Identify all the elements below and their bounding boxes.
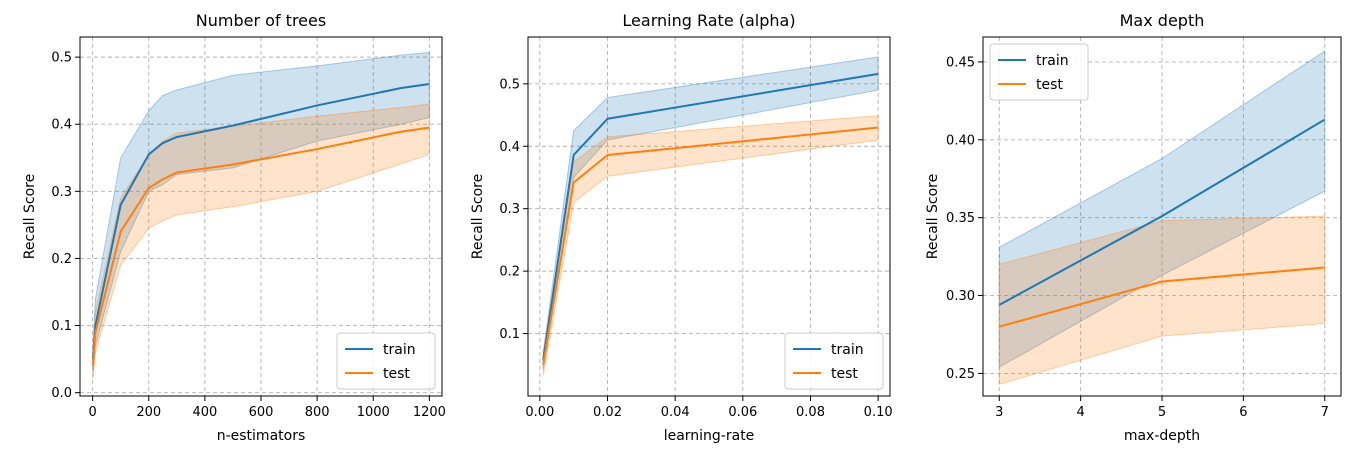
y-tick-label: 0.2 bbox=[51, 252, 72, 267]
y-tick-label: 0.45 bbox=[946, 55, 975, 70]
band-train bbox=[92, 51, 430, 373]
x-tick-label: 0.06 bbox=[728, 405, 757, 420]
y-tick-label: 0.1 bbox=[499, 327, 520, 342]
x-tick-label: 400 bbox=[192, 405, 217, 420]
legend-box bbox=[336, 332, 436, 390]
y-tick-label: 0.40 bbox=[946, 133, 975, 148]
y-tick-label: 0.25 bbox=[946, 367, 975, 382]
x-axis-label: learning-rate bbox=[664, 428, 755, 444]
axes-frame bbox=[527, 36, 891, 397]
band-test bbox=[542, 115, 879, 376]
chart-panel-3: 3 4 5 6 7 0.25 0.30 0.35 0.40 0.45 Max depth max-de… bbox=[925, 11, 1342, 444]
x-tick-label: 0.04 bbox=[661, 405, 690, 420]
band-train bbox=[542, 56, 879, 370]
y-tick-label: 0.30 bbox=[946, 289, 975, 304]
series-line-train bbox=[542, 72, 879, 361]
x-tick-label: 0.00 bbox=[525, 405, 554, 420]
series-line-test bbox=[91, 126, 430, 366]
series-line-test bbox=[999, 266, 1325, 328]
x-tick-label: 4 bbox=[1076, 405, 1084, 420]
plot-area bbox=[91, 51, 430, 380]
y-tick-label: 0.3 bbox=[499, 202, 520, 217]
y-axis: 0.1 0.2 0.3 0.4 0.5 bbox=[499, 77, 528, 342]
x-tick-label: 1200 bbox=[413, 405, 446, 420]
legend: train test bbox=[989, 43, 1089, 101]
y-axis-label: Recall Score bbox=[470, 174, 486, 259]
legend-label-train: train bbox=[831, 342, 864, 358]
chart-panel-1: 0 200 400 600 800 1000 1200 0.0 0.1 0.2 0.3 0.4 0.5 N… bbox=[22, 11, 446, 444]
x-axis-label: max-depth bbox=[1124, 428, 1200, 444]
y-tick-label: 0.2 bbox=[499, 265, 520, 280]
y-axis-label: Recall Score bbox=[925, 174, 941, 259]
x-tick-label: 0 bbox=[88, 405, 96, 420]
x-tick-label: 0.08 bbox=[796, 405, 825, 420]
y-tick-label: 0.35 bbox=[946, 211, 975, 226]
x-tick-label: 3 bbox=[995, 405, 1003, 420]
chart-title: Max depth bbox=[1120, 11, 1205, 30]
y-tick-label: 0.4 bbox=[51, 118, 72, 133]
x-tick-label: 200 bbox=[136, 405, 161, 420]
x-axis: 0 200 400 600 800 1000 1200 bbox=[88, 396, 446, 420]
legend: train test bbox=[336, 332, 436, 390]
legend-box bbox=[784, 332, 884, 390]
x-axis-label: n-estimators bbox=[217, 428, 306, 444]
legend-label-test: test bbox=[1036, 77, 1063, 93]
legend: train test bbox=[784, 332, 884, 390]
y-tick-label: 0.4 bbox=[499, 140, 520, 155]
chart-title: Number of trees bbox=[196, 11, 326, 30]
series-line-train bbox=[91, 82, 430, 360]
y-tick-label: 0.5 bbox=[51, 51, 72, 66]
y-axis: 0.25 0.30 0.35 0.40 0.45 bbox=[946, 55, 983, 382]
x-tick-label: 6 bbox=[1239, 405, 1247, 420]
y-tick-label: 0.0 bbox=[51, 386, 72, 401]
band-train bbox=[998, 50, 1326, 369]
legend-label-train: train bbox=[383, 342, 416, 358]
series-line-train bbox=[998, 118, 1326, 306]
legend-label-train: train bbox=[1036, 53, 1069, 69]
grid bbox=[80, 37, 442, 396]
x-axis: 3 4 5 6 7 bbox=[995, 396, 1329, 420]
legend-label-test: test bbox=[831, 366, 858, 382]
chart-title: Learning Rate (alpha) bbox=[622, 11, 795, 30]
x-tick-label: 1000 bbox=[357, 405, 390, 420]
x-tick-label: 7 bbox=[1321, 405, 1329, 420]
chart-panel-2: 0.00 0.02 0.04 0.06 0.08 0.10 0.1 0.2 0.3 0.4 0.5 L… bbox=[470, 11, 893, 444]
band-test bbox=[998, 215, 1326, 385]
x-tick-label: 0.02 bbox=[593, 405, 622, 420]
y-axis: 0.0 0.1 0.2 0.3 0.4 0.5 bbox=[51, 51, 80, 401]
y-tick-label: 0.5 bbox=[499, 77, 520, 92]
x-tick-label: 600 bbox=[249, 405, 274, 420]
series-line-test bbox=[542, 126, 879, 365]
legend-label-test: test bbox=[383, 366, 410, 382]
x-tick-label: 800 bbox=[305, 405, 330, 420]
legend-box bbox=[989, 43, 1089, 101]
y-tick-label: 0.3 bbox=[51, 185, 72, 200]
x-axis: 0.00 0.02 0.04 0.06 0.08 0.10 bbox=[525, 396, 893, 420]
x-tick-label: 0.10 bbox=[864, 405, 893, 420]
y-tick-label: 0.1 bbox=[51, 319, 72, 334]
x-tick-label: 5 bbox=[1158, 405, 1166, 420]
y-axis-label: Recall Score bbox=[22, 174, 38, 259]
plot-area bbox=[998, 50, 1326, 385]
plot-area bbox=[542, 56, 879, 376]
